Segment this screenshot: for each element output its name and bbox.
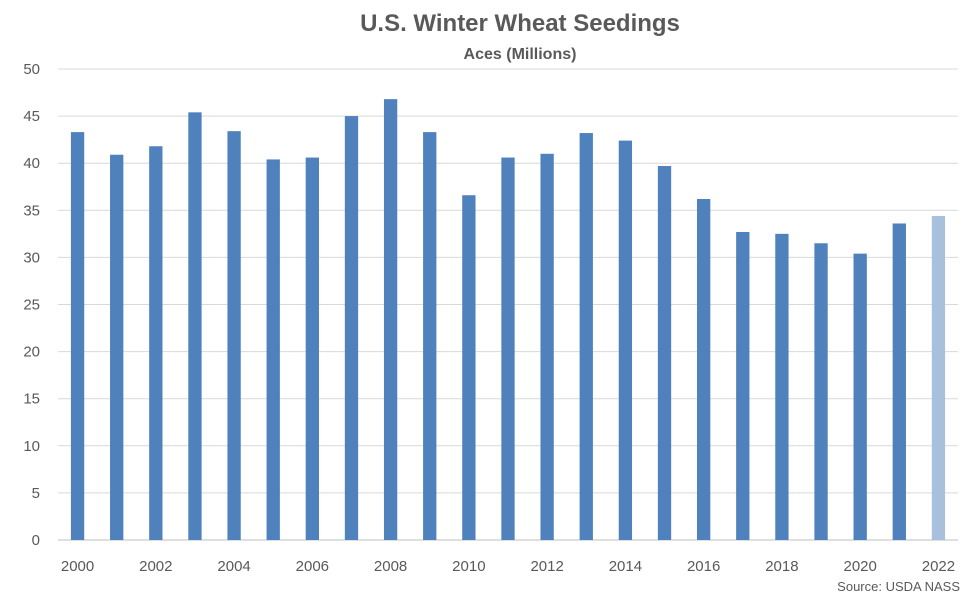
bar-2006 bbox=[305, 157, 319, 540]
bar-2010 bbox=[462, 195, 476, 540]
y-axis-ticks: 0 5 10 15 20 25 30 35 40 45 50 bbox=[23, 61, 40, 549]
bar-2007 bbox=[344, 116, 359, 540]
bars bbox=[70, 99, 946, 541]
y-tick-label: 10 bbox=[23, 438, 40, 455]
x-tick-label: 2006 bbox=[296, 558, 329, 575]
y-tick-label: 20 bbox=[23, 344, 40, 361]
y-tick-label: 25 bbox=[23, 297, 40, 314]
x-tick-label: 2022 bbox=[922, 558, 955, 575]
y-tick-label: 40 bbox=[23, 155, 40, 172]
y-tick-label: 35 bbox=[23, 202, 40, 219]
y-tick-label: 45 bbox=[23, 108, 40, 125]
bar-2013 bbox=[579, 133, 593, 540]
bar-2012 bbox=[540, 153, 554, 540]
bar-2005 bbox=[266, 159, 280, 540]
x-tick-label: 2020 bbox=[843, 558, 876, 575]
bar-2002 bbox=[149, 146, 163, 540]
x-tick-label: 2002 bbox=[139, 558, 172, 575]
bar-2022 bbox=[931, 215, 946, 540]
bar-2008 bbox=[383, 99, 398, 541]
bar-2021 bbox=[892, 223, 906, 540]
bar-2000 bbox=[70, 132, 85, 540]
x-axis-ticks: 2000 2002 2004 2006 2008 2010 2012 2014 2016 2018… bbox=[61, 558, 955, 575]
bar-2015 bbox=[657, 166, 672, 540]
x-tick-label: 2010 bbox=[452, 558, 485, 575]
bar-2014 bbox=[618, 140, 633, 541]
bar-2017 bbox=[736, 231, 750, 540]
y-tick-label: 5 bbox=[32, 485, 40, 502]
source-note: Source: USDA NASS bbox=[837, 579, 960, 594]
bar-2009 bbox=[423, 132, 437, 540]
y-tick-label: 0 bbox=[32, 532, 40, 549]
x-tick-label: 2012 bbox=[530, 558, 563, 575]
x-tick-label: 2004 bbox=[217, 558, 250, 575]
y-tick-label: 30 bbox=[23, 249, 40, 266]
x-tick-label: 2014 bbox=[609, 558, 642, 575]
bar-2020 bbox=[853, 253, 867, 540]
chart-subtitle: Aces (Millions) bbox=[464, 46, 577, 63]
y-tick-label: 50 bbox=[23, 61, 40, 78]
x-tick-label: 2008 bbox=[374, 558, 407, 575]
x-tick-label: 2016 bbox=[687, 558, 720, 575]
bar-2004 bbox=[227, 131, 241, 540]
bar-2019 bbox=[814, 243, 828, 540]
bar-2016 bbox=[697, 198, 711, 540]
chart-title: U.S. Winter Wheat Seedings bbox=[360, 10, 680, 37]
bar-2011 bbox=[501, 157, 515, 540]
bar-2001 bbox=[110, 154, 124, 541]
y-tick-label: 15 bbox=[23, 391, 40, 408]
bar-2003 bbox=[188, 112, 202, 540]
bar-2018 bbox=[775, 233, 789, 540]
x-tick-label: 2018 bbox=[765, 558, 798, 575]
x-tick-label: 2000 bbox=[61, 558, 94, 575]
